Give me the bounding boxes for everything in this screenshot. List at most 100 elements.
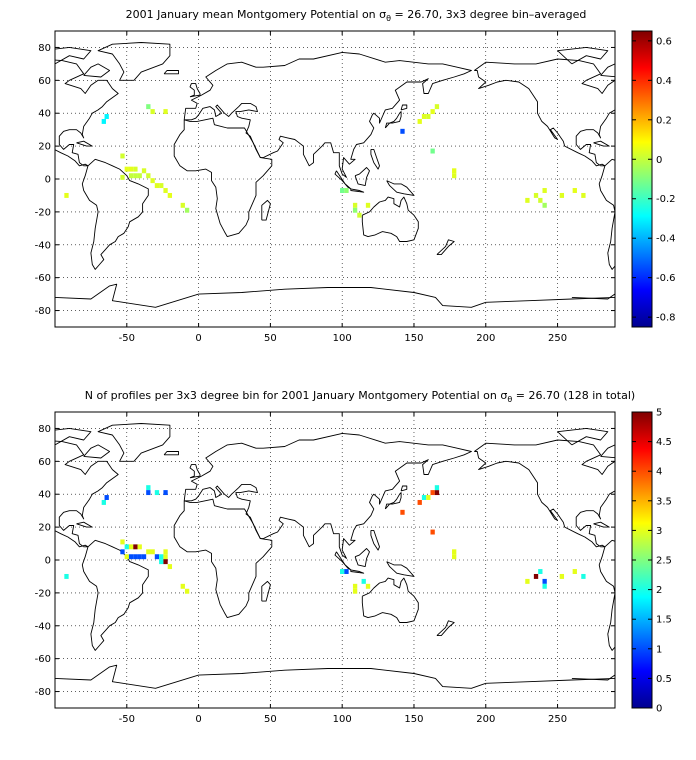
data-cell xyxy=(124,544,129,550)
coastline xyxy=(76,521,93,528)
data-cell xyxy=(154,183,160,189)
data-cell xyxy=(572,188,577,193)
chart-title: N of profiles per 3x3 degree bin for 200… xyxy=(85,389,635,404)
data-cell xyxy=(133,166,138,172)
data-cell xyxy=(154,490,160,496)
y-tick-label: 20 xyxy=(38,523,51,534)
data-cell xyxy=(365,202,371,208)
y-tick-label: 40 xyxy=(38,490,51,501)
coastline xyxy=(354,548,370,568)
data-cell xyxy=(141,168,147,174)
coastline xyxy=(81,158,149,270)
data-cell xyxy=(533,192,539,198)
coastline xyxy=(189,464,201,479)
colorbar-tick-label: 0.6 xyxy=(656,36,672,47)
data-cell xyxy=(146,173,151,179)
coastline xyxy=(600,63,615,78)
data-cell xyxy=(128,544,134,550)
y-tick-label: -80 xyxy=(35,306,51,317)
y-tick-label: 60 xyxy=(38,76,51,87)
data-cell xyxy=(538,197,543,203)
coastline xyxy=(55,427,92,446)
x-tick-label: 50 xyxy=(264,333,277,344)
coastline xyxy=(83,63,111,78)
coastline xyxy=(173,117,273,238)
data-cell xyxy=(400,128,405,134)
y-tick-label: 20 xyxy=(38,142,51,153)
data-cell xyxy=(365,583,371,589)
colorbar-tick-label: 4.5 xyxy=(656,437,672,448)
y-tick-label: 80 xyxy=(38,43,51,54)
coastline xyxy=(350,569,365,574)
x-tick-label: 250 xyxy=(548,714,567,725)
data-cell xyxy=(430,490,435,496)
data-cell xyxy=(430,109,435,115)
gridlines xyxy=(55,412,615,708)
y-tick-label: 80 xyxy=(38,424,51,435)
coastlines xyxy=(55,423,695,689)
data-cell xyxy=(421,495,427,500)
colorbar-tick-label: 2.5 xyxy=(656,556,672,567)
x-tick-label: 250 xyxy=(548,333,567,344)
data-cell xyxy=(452,549,457,555)
coastline xyxy=(400,104,408,111)
colorbar-tick-label: -0.8 xyxy=(656,313,676,324)
coastline xyxy=(173,498,273,619)
coastline xyxy=(76,140,93,147)
coastline xyxy=(334,170,352,190)
colorbar-ticks: 0.6 0.4 0.2 0 -0.2 -0.4 -0.6 -0.8 xyxy=(632,36,676,324)
data-cell xyxy=(426,114,431,119)
y-tick-label: -80 xyxy=(35,687,51,698)
colorbar-tick-label: 0.5 xyxy=(656,674,672,685)
y-tick-label: 0 xyxy=(45,556,51,567)
colorbar-tick-label: 0 xyxy=(656,704,662,715)
x-tick-label: 0 xyxy=(195,333,201,344)
data-cell xyxy=(352,583,358,589)
coastline xyxy=(691,118,696,236)
coastline xyxy=(261,580,271,602)
coastline xyxy=(593,140,610,147)
data-cell xyxy=(352,207,358,213)
data-cell xyxy=(133,544,138,550)
data-cell xyxy=(163,559,168,565)
coastline xyxy=(83,444,111,459)
data-cell xyxy=(340,569,345,574)
coastline xyxy=(386,180,415,196)
data-cell xyxy=(141,554,147,560)
data-cell xyxy=(434,104,440,110)
colorbar-tick-label: -0.2 xyxy=(656,194,676,205)
data-cell xyxy=(542,188,547,193)
colorbar-tick-label: 5 xyxy=(656,408,662,419)
data-cell xyxy=(128,173,134,179)
data-cell xyxy=(352,588,358,594)
x-tick-label: 200 xyxy=(476,714,495,725)
x-tick-label: 200 xyxy=(476,333,495,344)
x-ticks: -50 0 50 100 150 200 250 xyxy=(119,412,567,725)
data-cell xyxy=(163,549,168,555)
coastline xyxy=(55,46,92,65)
data-cell xyxy=(180,202,185,208)
data-cells xyxy=(64,104,586,218)
data-cell xyxy=(421,114,427,119)
data-cell xyxy=(159,559,164,565)
data-cell xyxy=(525,578,530,584)
data-cell xyxy=(150,549,155,555)
coastline xyxy=(354,167,370,187)
coastline xyxy=(681,452,695,455)
coastline xyxy=(557,46,609,65)
y-tick-label: -20 xyxy=(35,207,51,218)
panel-mean-potential: 2001 January mean Montgomery Potential o… xyxy=(35,8,696,344)
data-cell xyxy=(163,490,168,496)
data-cell xyxy=(430,148,435,154)
coastline xyxy=(55,283,615,308)
data-cell xyxy=(120,549,125,555)
coastline xyxy=(55,440,119,548)
data-cell xyxy=(542,578,547,584)
colorbar-tick-label: -0.6 xyxy=(656,273,676,284)
colorbar-tick-label: 0.2 xyxy=(656,115,672,126)
coastline xyxy=(600,444,615,459)
data-cell xyxy=(101,118,106,124)
colorbar-tick-label: 4 xyxy=(656,467,662,478)
y-tick-label: -60 xyxy=(35,273,51,284)
colorbar-tick-label: 3.5 xyxy=(656,496,672,507)
